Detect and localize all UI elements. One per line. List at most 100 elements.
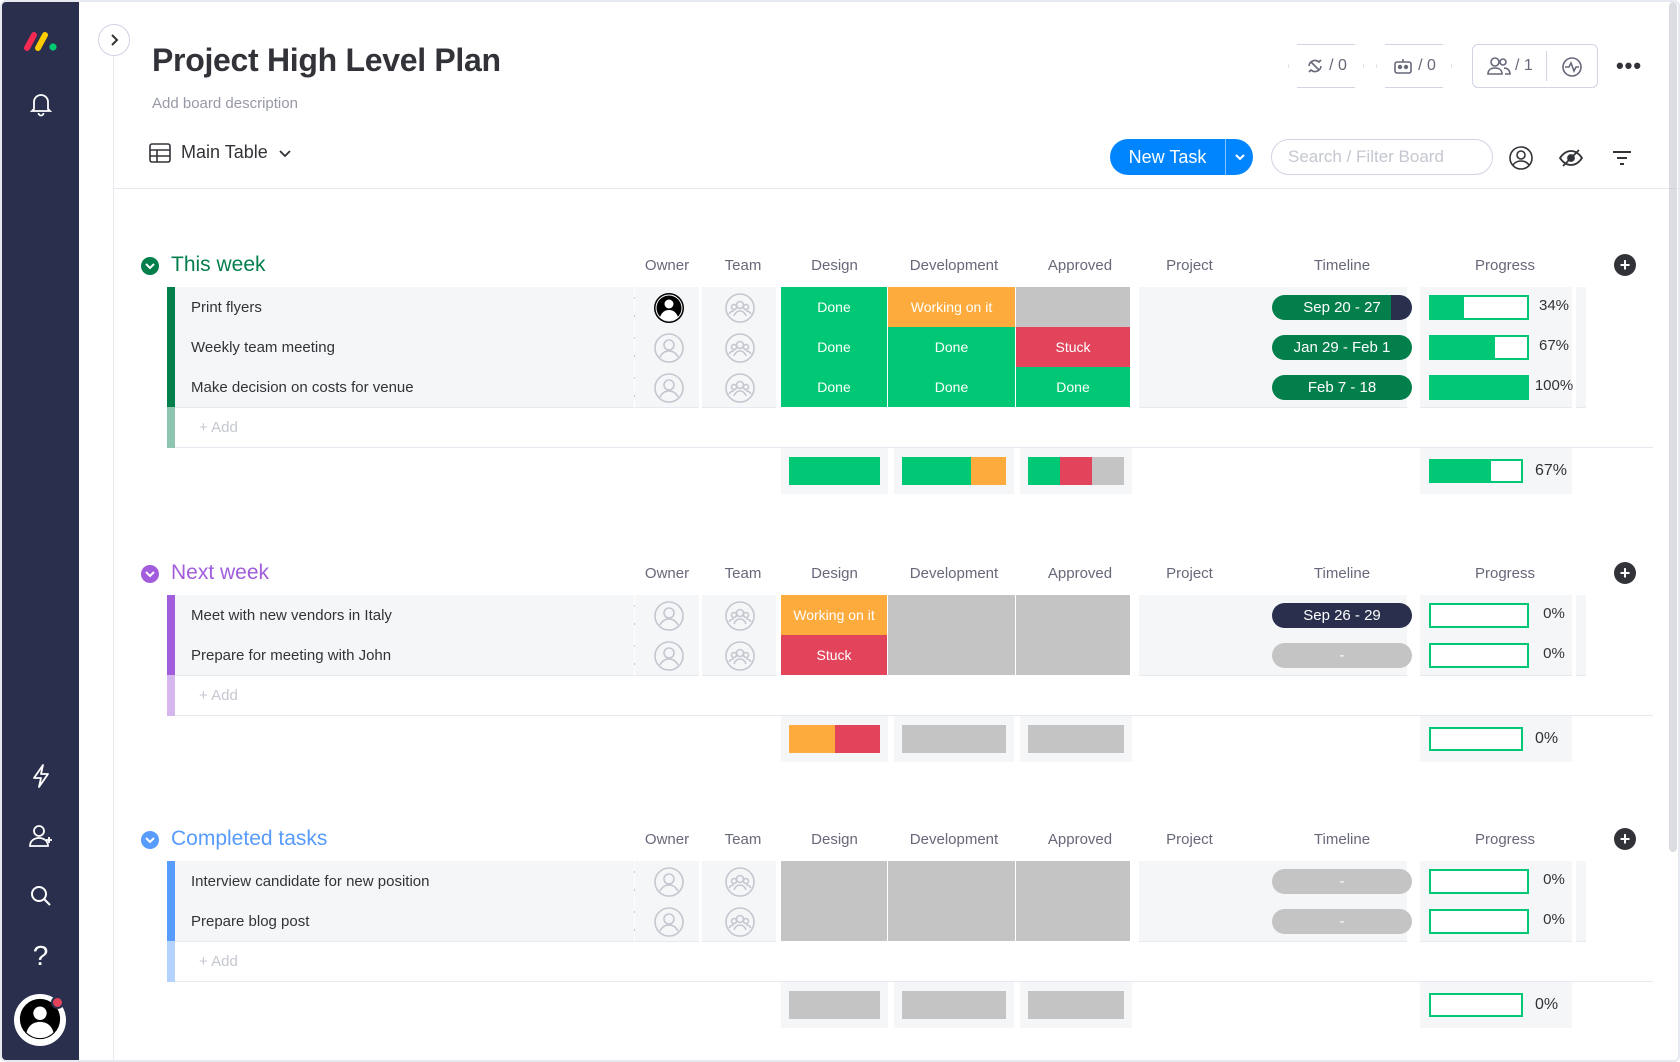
status-design[interactable]: Done: [781, 287, 888, 328]
timeline-pill[interactable]: -: [1272, 869, 1412, 894]
group-title[interactable]: This week: [171, 253, 266, 276]
item-name[interactable]: Make decision on costs for venue: [175, 367, 593, 408]
owner-avatar-icon[interactable]: [653, 866, 685, 898]
more-options-icon[interactable]: •••: [1615, 53, 1643, 78]
timeline-pill[interactable]: -: [1272, 643, 1412, 668]
status-design[interactable]: Done: [781, 327, 888, 368]
item-name[interactable]: Print flyers: [175, 287, 593, 328]
filter-icon[interactable]: [1606, 142, 1638, 174]
column-header[interactable]: Approved: [1047, 257, 1113, 274]
summary-design[interactable]: [781, 716, 888, 762]
add-item-row[interactable]: + Add: [167, 941, 1653, 982]
help-icon[interactable]: ?: [32, 940, 49, 971]
summary-approved[interactable]: [1020, 716, 1132, 762]
column-header[interactable]: Design: [811, 831, 858, 848]
add-item-row[interactable]: + Add: [167, 675, 1653, 716]
column-header[interactable]: Progress: [1474, 831, 1536, 848]
summary-development[interactable]: [894, 982, 1014, 1028]
board-description[interactable]: Add board description: [152, 95, 298, 112]
column-header[interactable]: Development: [909, 257, 999, 274]
status-approved[interactable]: Stuck: [1016, 327, 1131, 368]
invite-user-icon[interactable]: [2, 820, 79, 852]
column-header[interactable]: Progress: [1474, 257, 1536, 274]
timeline-pill[interactable]: -: [1272, 909, 1412, 934]
status-design[interactable]: [781, 861, 888, 902]
team-icon[interactable]: [724, 640, 756, 672]
new-task-dropdown[interactable]: [1225, 139, 1253, 175]
item-name[interactable]: Meet with new vendors in Italy: [175, 595, 593, 636]
column-header[interactable]: Owner: [644, 565, 690, 582]
column-header[interactable]: Team: [724, 565, 762, 582]
group-collapse-icon[interactable]: [141, 565, 159, 583]
status-approved[interactable]: [1016, 861, 1131, 902]
owner-avatar-icon[interactable]: [653, 372, 685, 404]
column-header[interactable]: Development: [909, 831, 999, 848]
status-design[interactable]: Stuck: [781, 635, 888, 676]
column-header[interactable]: Timeline: [1313, 565, 1371, 582]
activity-icon[interactable]: [1561, 56, 1583, 78]
view-selector[interactable]: Main Table: [149, 142, 292, 163]
group-collapse-icon[interactable]: [141, 831, 159, 849]
search-icon[interactable]: [2, 880, 79, 912]
status-development[interactable]: [888, 901, 1016, 942]
column-header[interactable]: Team: [724, 831, 762, 848]
person-filter-icon[interactable]: [1505, 142, 1537, 174]
team-icon[interactable]: [724, 292, 756, 324]
column-header[interactable]: Team: [724, 257, 762, 274]
summary-design[interactable]: [781, 982, 888, 1028]
monday-logo-icon[interactable]: [2, 24, 79, 58]
column-header[interactable]: Development: [909, 565, 999, 582]
board-title[interactable]: Project High Level Plan: [152, 42, 501, 78]
item-name[interactable]: Prepare for meeting with John: [175, 635, 593, 676]
status-development[interactable]: [888, 595, 1016, 636]
add-column-button[interactable]: +: [1614, 828, 1636, 850]
status-design[interactable]: Done: [781, 367, 888, 408]
hide-columns-icon[interactable]: [1555, 142, 1587, 174]
status-development[interactable]: Working on it: [888, 287, 1016, 328]
column-header[interactable]: Design: [811, 257, 858, 274]
lightning-icon[interactable]: [2, 760, 79, 792]
team-icon[interactable]: [724, 866, 756, 898]
status-approved[interactable]: [1016, 635, 1131, 676]
team-icon[interactable]: [724, 600, 756, 632]
team-icon[interactable]: [724, 372, 756, 404]
status-design[interactable]: Working on it: [781, 595, 888, 636]
column-header[interactable]: Project: [1166, 257, 1213, 274]
team-icon[interactable]: [724, 906, 756, 938]
add-column-button[interactable]: +: [1614, 562, 1636, 584]
summary-approved[interactable]: [1020, 448, 1132, 494]
item-name[interactable]: Weekly team meeting: [175, 327, 593, 368]
add-item-input[interactable]: + Add: [175, 407, 1653, 448]
column-header[interactable]: Timeline: [1313, 257, 1371, 274]
status-approved[interactable]: [1016, 901, 1131, 942]
group-title[interactable]: Next week: [171, 561, 270, 584]
column-header[interactable]: Owner: [644, 831, 690, 848]
group-collapse-icon[interactable]: [141, 257, 159, 275]
team-icon[interactable]: [724, 332, 756, 364]
timeline-pill[interactable]: Feb 7 - 18: [1272, 375, 1412, 400]
summary-development[interactable]: [894, 448, 1014, 494]
timeline-pill[interactable]: Sep 20 - 27: [1272, 295, 1412, 320]
column-header[interactable]: Timeline: [1313, 831, 1371, 848]
group-title[interactable]: Completed tasks: [171, 827, 328, 850]
status-approved[interactable]: Done: [1016, 367, 1131, 408]
timeline-pill[interactable]: Jan 29 - Feb 1: [1272, 335, 1412, 360]
column-header[interactable]: Approved: [1047, 831, 1113, 848]
status-development[interactable]: [888, 861, 1016, 902]
item-name[interactable]: Interview candidate for new position: [175, 861, 593, 902]
expand-sidebar-button[interactable]: [98, 24, 130, 56]
column-header[interactable]: Approved: [1047, 565, 1113, 582]
summary-development[interactable]: [894, 716, 1014, 762]
status-approved[interactable]: [1016, 595, 1131, 636]
summary-design[interactable]: [781, 448, 888, 494]
status-development[interactable]: Done: [888, 327, 1016, 368]
owner-avatar-icon[interactable]: [653, 292, 685, 324]
search-input[interactable]: [1271, 139, 1493, 175]
new-task-button[interactable]: New Task: [1128, 146, 1207, 167]
add-item-input[interactable]: + Add: [175, 941, 1653, 982]
column-header[interactable]: Project: [1166, 565, 1213, 582]
members-button[interactable]: / 1: [1472, 44, 1598, 88]
status-design[interactable]: [781, 901, 888, 942]
item-name[interactable]: Prepare blog post: [175, 901, 593, 942]
column-header[interactable]: Owner: [644, 257, 690, 274]
